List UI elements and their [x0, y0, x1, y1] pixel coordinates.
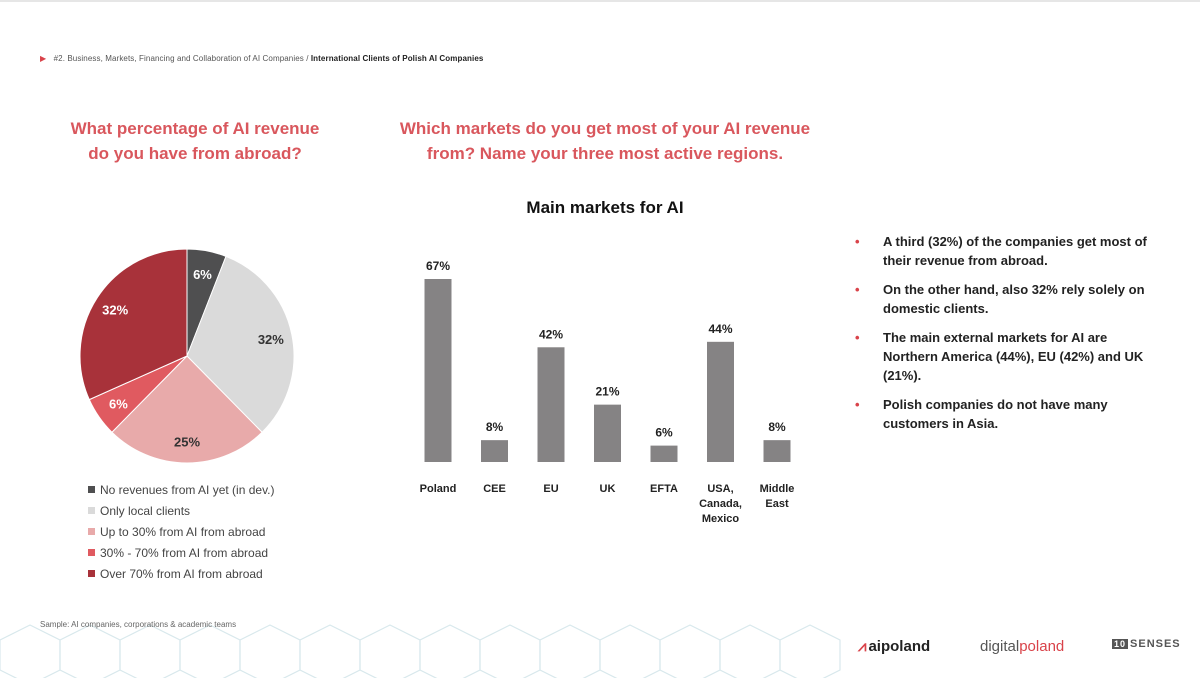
bullet-dot-icon: •: [855, 397, 860, 412]
aipoland-logo-text: aipoland: [868, 638, 931, 655]
bar-category-label: EU: [543, 483, 558, 495]
bar-chart: 67% Poland 8% CEE 42% EU 21% UK 6% EFTA 44% USA, Can…: [420, 259, 795, 525]
pie-slice: [111, 355, 263, 464]
bullet-dot-icon: •: [855, 330, 860, 345]
key-findings-list: • A third (32%) of the companies get most…: [855, 232, 1165, 443]
bar: [424, 279, 452, 462]
legend-swatch: [88, 486, 95, 493]
bar: [594, 404, 621, 462]
hexagon-background-pattern: [0, 624, 841, 678]
breadcrumb-current: International Clients of Polish AI Compa…: [310, 54, 484, 63]
sample-note: Sample: AI companies, corporations & aca…: [40, 620, 237, 629]
legend-label: Only local clients: [100, 503, 191, 518]
finding-item: • On the other hand, also 32% rely solely…: [855, 280, 1165, 318]
bar: [763, 440, 791, 462]
legend-item: 30% - 70% from AI from abroad: [88, 542, 275, 563]
top-border: [0, 0, 1200, 2]
breadcrumb: ▶ #2. Business, Markets, Financing and C…: [40, 54, 483, 63]
legend-label: 30% - 70% from AI from abroad: [100, 545, 269, 560]
bar-value-label: 21%: [595, 385, 619, 399]
bar-category-label: Mexico: [702, 513, 740, 525]
bar-category-label: Middle: [760, 483, 795, 495]
play-arrow-icon: ▶: [40, 54, 47, 63]
finding-text: The main external markets for AI are Nor…: [883, 330, 1144, 383]
finding-text: On the other hand, also 32% rely solely …: [883, 282, 1145, 316]
bar-value-label: 67%: [426, 259, 450, 273]
legend-swatch: [88, 507, 95, 514]
pie-slice-label: 6%: [109, 397, 128, 412]
breadcrumb-section: #2. Business, Markets, Financing and Col…: [53, 54, 309, 63]
bar-category-label: UK: [600, 483, 616, 495]
question-left: What percentage of AI revenue do you hav…: [40, 116, 350, 166]
question-right-line2: from? Name your three most active region…: [426, 144, 784, 163]
bar-category-label: East: [765, 498, 789, 510]
pie-slice-label: 25%: [174, 435, 200, 450]
legend-item: No revenues from AI yet (in dev.): [88, 479, 275, 500]
question-left-line1: What percentage of AI revenue: [70, 119, 320, 138]
bar: [481, 440, 508, 462]
tensenses-logo: 10 SENSES: [1112, 638, 1181, 650]
bar-category-label: EFTA: [650, 483, 678, 495]
bar-category-label: USA,: [707, 483, 733, 495]
bar-chart-title: Main markets for AI: [526, 198, 684, 217]
digitalpoland-logo-text-a: digital: [980, 638, 1020, 655]
pie-slice-label: 32%: [258, 332, 284, 347]
pie-chart: 6% 32% 25% 6% 32%: [79, 248, 295, 464]
legend-label: No revenues from AI yet (in dev.): [100, 482, 275, 497]
question-right-line1: Which markets do you get most of your AI…: [399, 119, 811, 138]
bar-category-label: CEE: [483, 483, 506, 495]
bar-category-label: Poland: [420, 483, 457, 495]
aipoland-mark-icon: ⩘: [858, 638, 867, 655]
finding-item: • The main external markets for AI are No…: [855, 328, 1165, 385]
legend-swatch: [88, 549, 95, 556]
bar: [707, 341, 734, 462]
bar-value-label: 44%: [708, 322, 732, 336]
bar: [537, 347, 565, 462]
bar-value-label: 8%: [768, 420, 786, 434]
digitalpoland-logo: digitalpoland: [980, 638, 1064, 655]
bar-value-label: 6%: [655, 426, 673, 440]
legend-swatch: [88, 570, 95, 577]
finding-item: • Polish companies do not have many custo…: [855, 395, 1165, 433]
tensenses-logo-box: 10: [1112, 639, 1129, 649]
pie-legend: No revenues from AI yet (in dev.) Only lo…: [88, 479, 275, 584]
question-right: Which markets do you get most of your AI…: [370, 116, 840, 166]
legend-item: Only local clients: [88, 500, 275, 521]
bar: [650, 445, 678, 462]
pie-slice: [186, 255, 295, 433]
legend-item: Over 70% from AI from abroad: [88, 563, 275, 584]
bullet-dot-icon: •: [855, 234, 860, 249]
bullet-dot-icon: •: [855, 282, 860, 297]
bar-value-label: 42%: [539, 327, 563, 341]
digitalpoland-logo-text-b: poland: [1019, 638, 1065, 655]
question-left-line2: do you have from abroad?: [88, 144, 302, 163]
pie-slice: [79, 248, 188, 401]
legend-label: Over 70% from AI from abroad: [100, 566, 263, 581]
tensenses-logo-text: SENSES: [1130, 638, 1181, 650]
legend-item: Up to 30% from AI from abroad: [88, 521, 275, 542]
aipoland-logo: ⩘ aipoland: [858, 638, 930, 655]
bar-category-label: Canada,: [699, 498, 742, 510]
pie-slice-label: 32%: [102, 302, 128, 317]
legend-swatch: [88, 528, 95, 535]
finding-item: • A third (32%) of the companies get most…: [855, 232, 1165, 270]
bar-value-label: 8%: [486, 420, 504, 434]
finding-text: Polish companies do not have many custom…: [883, 397, 1108, 431]
finding-text: A third (32%) of the companies get most …: [883, 234, 1147, 268]
legend-label: Up to 30% from AI from abroad: [100, 524, 266, 539]
pie-slice-label: 6%: [193, 267, 212, 282]
